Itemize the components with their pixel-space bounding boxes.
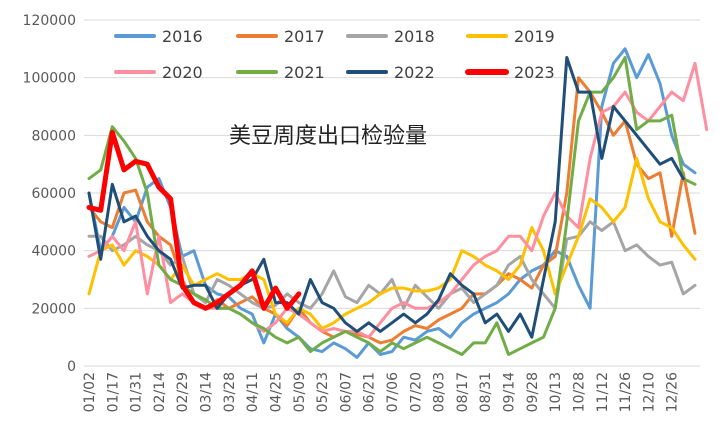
- legend-label-2018: 2018: [394, 27, 435, 46]
- x-tick-label: 08/31: [478, 372, 494, 412]
- legend-label-2016: 2016: [162, 27, 203, 46]
- x-tick-label: 12/10: [641, 372, 657, 412]
- x-tick-label: 05/23: [315, 372, 331, 412]
- x-tick-label: 03/28: [222, 372, 238, 412]
- x-axis: 01/02 01/17 01/31 02/14 02/29 03/14 03/28 04/11…: [82, 372, 681, 412]
- series-line-2019: [87, 156, 697, 330]
- x-tick-label: 07/20: [408, 372, 424, 412]
- y-tick-label: 120000: [23, 13, 76, 29]
- x-tick-label: 04/11: [245, 372, 261, 412]
- gridlines: [84, 19, 700, 367]
- x-tick-label: 02/14: [152, 372, 168, 412]
- y-tick-label: 60000: [31, 186, 76, 202]
- legend-label-2023: 2023: [514, 63, 555, 82]
- series-line-2021: [87, 56, 697, 356]
- legend-label-2021: 2021: [284, 63, 325, 82]
- x-tick-label: 12/26: [665, 372, 681, 412]
- y-tick-label: 40000: [31, 244, 76, 260]
- x-tick-label: 08/17: [455, 372, 471, 412]
- x-tick-label: 09/14: [502, 372, 518, 412]
- x-tick-label: 11/12: [595, 372, 611, 412]
- x-tick-label: 10/28: [571, 372, 587, 412]
- y-axis: 0 20000 40000 60000 80000 100000 120000: [23, 13, 76, 375]
- y-tick-label: 80000: [31, 128, 76, 144]
- x-tick-label: 06/07: [338, 372, 354, 412]
- legend: 2016 2017 2018 2019 2020 2021 2022 2023: [114, 27, 555, 82]
- x-tick-label: 01/02: [82, 372, 98, 412]
- chart-title: 美豆周度出口检验量: [229, 124, 427, 149]
- legend-label-2017: 2017: [284, 27, 325, 46]
- series-lines: [86, 47, 709, 359]
- x-tick-label: 01/17: [105, 372, 121, 412]
- x-tick-label: 03/14: [199, 372, 215, 412]
- x-tick-label: 04/25: [268, 372, 284, 412]
- y-tick-label: 0: [67, 359, 76, 375]
- x-tick-label: 05/09: [292, 372, 308, 412]
- series-line-2016: [87, 47, 697, 359]
- series-line-2022: [87, 56, 685, 339]
- legend-label-2020: 2020: [162, 63, 203, 82]
- x-tick-label: 10/13: [548, 372, 564, 412]
- x-tick-label: 11/26: [618, 372, 634, 412]
- x-tick-label: 02/29: [175, 372, 191, 412]
- x-tick-label: 08/03: [432, 372, 448, 412]
- y-tick-label: 100000: [23, 71, 76, 87]
- legend-label-2019: 2019: [514, 27, 555, 46]
- legend-label-2022: 2022: [394, 63, 435, 82]
- x-tick-label: 09/28: [525, 372, 541, 412]
- x-tick-label: 01/31: [129, 372, 145, 412]
- x-tick-label: 07/06: [385, 372, 401, 412]
- series-line-2023: [86, 129, 302, 311]
- y-tick-label: 20000: [31, 301, 76, 317]
- x-tick-label: 06/21: [362, 372, 378, 412]
